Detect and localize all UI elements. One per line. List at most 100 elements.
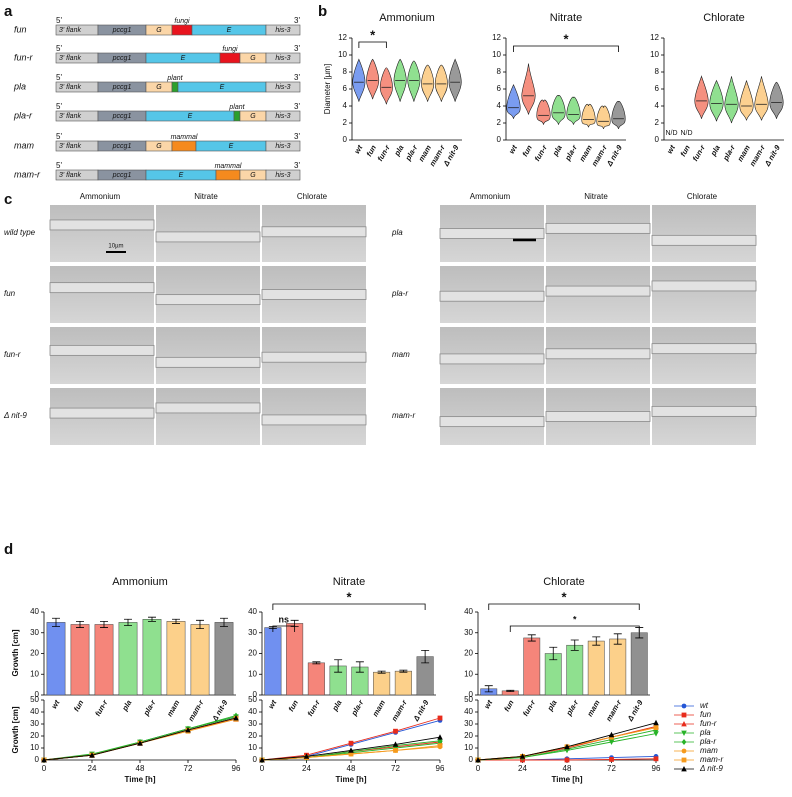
five-prime: 5'	[56, 16, 62, 25]
y-tick-label: 20	[248, 731, 257, 740]
significance-bracket	[272, 603, 426, 610]
construct-name: pla	[13, 81, 26, 91]
x-tick-label: wt	[49, 698, 61, 710]
y-tick-label: 8	[497, 67, 502, 76]
marker	[348, 747, 354, 753]
row-label: fun-r	[4, 350, 21, 359]
column-header: Chlorate	[687, 192, 718, 201]
marker	[564, 757, 570, 763]
five-prime: 5'	[56, 73, 62, 82]
x-tick-label: wt	[482, 698, 494, 710]
hypha	[49, 407, 155, 419]
segment-label: 3' flank	[59, 113, 81, 120]
column-header: Nitrate	[194, 192, 218, 201]
significance-bracket	[488, 603, 640, 610]
x-tick-label: 72	[391, 764, 400, 773]
x-axis-label: Time [h]	[336, 775, 367, 784]
segment-label: G	[250, 172, 256, 179]
y-tick-label: 0	[35, 755, 40, 764]
marker	[89, 752, 95, 758]
x-tick-label: pla-r	[721, 143, 738, 163]
y-tick-label: 40	[464, 607, 473, 616]
bar	[566, 644, 584, 696]
hypha	[651, 280, 757, 292]
column-header: Nitrate	[584, 192, 608, 201]
significance-bracket	[358, 41, 387, 48]
gene-segment	[265, 110, 301, 122]
legend-label: mam-r	[700, 755, 723, 764]
significance-label: ns	[278, 614, 289, 624]
y-axis-label: Diameter [µm]	[323, 64, 332, 114]
x-tick-label: pla	[550, 143, 564, 158]
marker	[437, 743, 443, 748]
row-label: pla-r	[391, 289, 408, 298]
three-prime: 3'	[294, 16, 300, 25]
panel-label: d	[4, 541, 13, 558]
y-tick-label: 12	[338, 33, 347, 42]
construct-name: mam-r	[14, 169, 41, 179]
error-bar	[377, 670, 386, 674]
x-tick-label: 72	[184, 764, 193, 773]
hypha	[155, 356, 261, 368]
segment-label: G	[250, 55, 256, 62]
y-tick-label: 0	[253, 755, 258, 764]
legend-label: fun	[700, 710, 712, 719]
marker	[681, 748, 687, 754]
marker	[681, 757, 687, 763]
y-tick-label: 10	[30, 743, 39, 752]
hypha	[651, 234, 757, 246]
bar	[373, 671, 391, 696]
segment-label: his-3	[275, 143, 290, 150]
marker	[681, 721, 687, 727]
row-label: wild type	[4, 228, 36, 237]
x-tick-label: mam	[165, 698, 182, 718]
marker	[681, 703, 687, 709]
y-tick-label: 10	[492, 50, 501, 59]
violin	[709, 79, 724, 122]
y-tick-label: 4	[655, 101, 660, 110]
significance-bracket	[513, 45, 619, 52]
hypha	[545, 285, 651, 297]
y-tick-label: 12	[650, 33, 659, 42]
error-bar	[613, 633, 622, 645]
marker	[608, 731, 615, 738]
x-tick-label: fun-r	[533, 143, 550, 163]
bar	[286, 623, 304, 696]
micrograph	[652, 205, 756, 262]
column-header: Ammonium	[470, 192, 511, 201]
panel-label: c	[4, 191, 12, 208]
x-tick-label: 0	[476, 764, 481, 773]
y-tick-label: 0	[253, 690, 258, 699]
marker	[348, 751, 354, 757]
y-tick-label: 4	[497, 101, 502, 110]
y-tick-label: 50	[30, 695, 39, 704]
legend-label: wt	[700, 701, 709, 710]
error-bar	[355, 661, 364, 673]
y-tick-label: 10	[464, 669, 473, 678]
five-prime: 5'	[56, 102, 62, 111]
y-tick-label: 10	[650, 50, 659, 59]
error-bar	[172, 618, 180, 624]
error-bar	[506, 689, 515, 692]
hypha	[545, 222, 651, 234]
x-tick-label: fun	[678, 143, 692, 158]
violin	[421, 64, 435, 102]
segment-label: his-3	[275, 27, 290, 34]
y-tick-label: 50	[464, 695, 473, 704]
hypha	[261, 289, 367, 300]
significance-bracket	[509, 625, 640, 632]
y-tick-label: 30	[248, 719, 257, 728]
tag-label: plant	[166, 75, 183, 82]
error-bar	[312, 661, 321, 665]
error-bar	[549, 646, 558, 661]
x-tick-label: fun	[286, 698, 300, 713]
five-prime: 5'	[56, 44, 62, 53]
significance-label: *	[563, 31, 569, 46]
marker	[653, 725, 659, 730]
hypha	[49, 344, 155, 356]
x-tick-label: pla	[330, 698, 344, 713]
significance-label: *	[573, 614, 577, 624]
y-tick-label: 40	[248, 707, 257, 716]
x-tick-label: 96	[232, 764, 241, 773]
marker	[303, 753, 310, 759]
